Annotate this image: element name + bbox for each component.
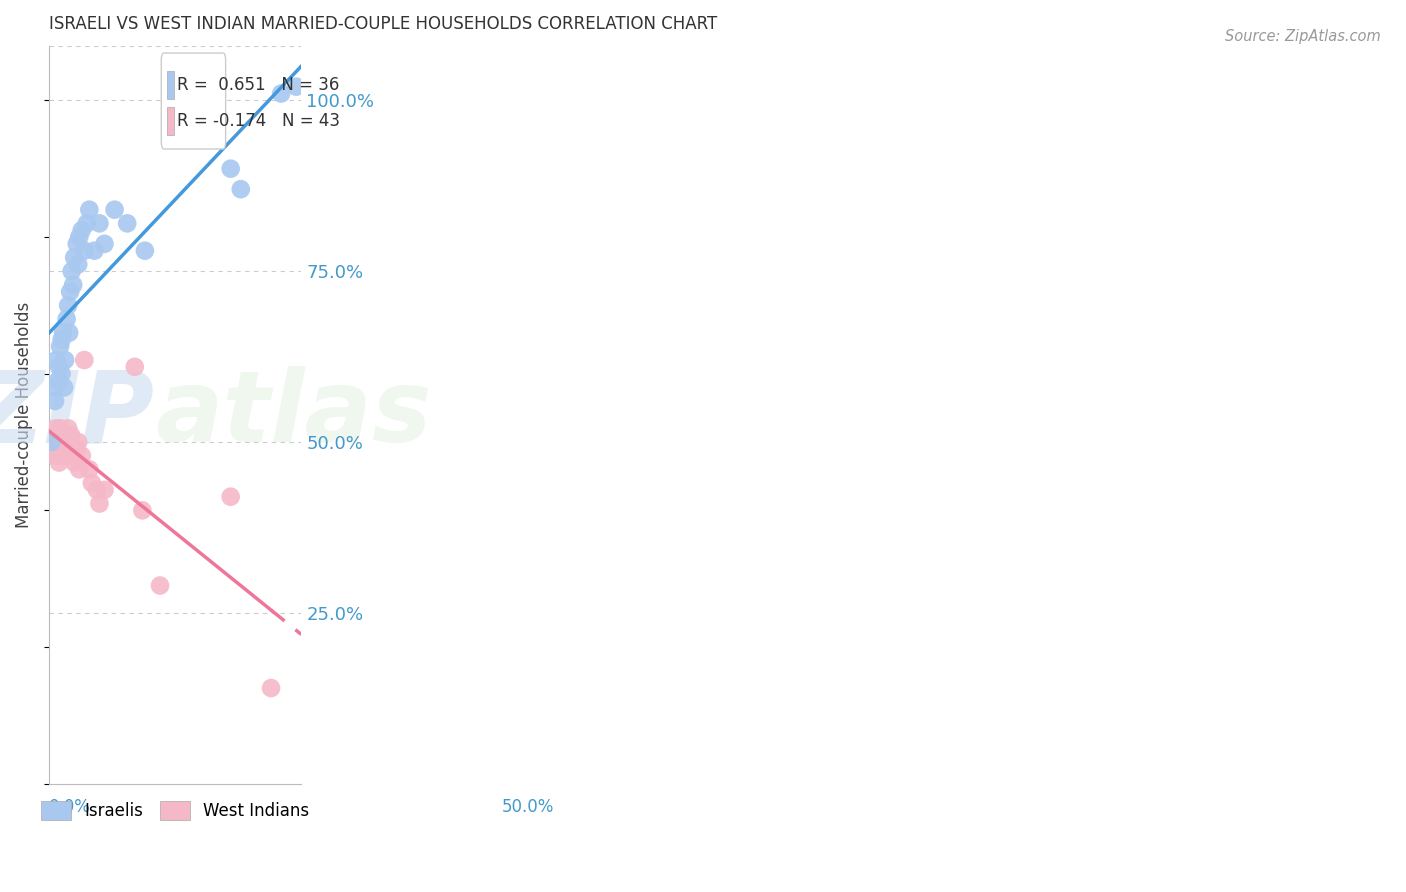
Point (62, 277, 84, 292)
Point (49, 421, 72, 435)
Point (67, 257, 90, 271)
Point (124, 359, 146, 374)
Point (89, 216, 111, 230)
Point (42, 428, 65, 442)
Point (219, 490, 242, 504)
Point (149, 578, 172, 592)
Point (131, 503, 153, 517)
Point (51, 367, 73, 381)
Point (67, 230, 90, 244)
Point (93, 483, 115, 497)
Point (58, 449, 80, 463)
Text: atlas: atlas (155, 367, 432, 463)
Point (58, 326, 80, 340)
Text: 0.0%: 0.0% (49, 798, 91, 816)
Point (51, 428, 73, 442)
Point (44, 394, 66, 409)
Point (42, 442, 65, 456)
Point (83, 244, 105, 258)
Point (53, 380, 76, 394)
Text: 50.0%: 50.0% (502, 798, 554, 816)
Point (59, 285, 82, 299)
Point (70, 449, 93, 463)
FancyBboxPatch shape (167, 70, 174, 99)
Point (115, 216, 138, 230)
Point (76, 216, 98, 230)
Point (79, 202, 101, 217)
Point (62, 449, 84, 463)
Point (42, 380, 65, 394)
Point (49, 435, 72, 450)
Point (56, 421, 79, 435)
Legend: Israelis, West Indians: Israelis, West Indians (34, 795, 316, 827)
Point (66, 442, 89, 456)
Point (45, 421, 67, 435)
Text: Source: ZipAtlas.com: Source: ZipAtlas.com (1225, 29, 1381, 44)
Point (45, 435, 67, 450)
Point (53, 428, 76, 442)
Point (80, 476, 103, 491)
Point (52, 326, 75, 340)
Point (59, 435, 82, 450)
Point (229, 182, 252, 196)
Point (104, 202, 127, 217)
Point (49, 339, 72, 353)
Point (93, 236, 115, 251)
Point (51, 449, 73, 463)
Point (66, 236, 89, 251)
Y-axis label: Married-couple Households: Married-couple Households (15, 301, 32, 528)
Point (56, 428, 79, 442)
Point (48, 359, 70, 374)
Point (134, 244, 156, 258)
Point (52, 442, 75, 456)
Point (41, 435, 63, 450)
Text: R =  0.651   N = 36: R = 0.651 N = 36 (177, 76, 340, 94)
Text: R = -0.174   N = 43: R = -0.174 N = 43 (177, 112, 340, 130)
Point (285, 79, 308, 94)
Point (53, 435, 76, 450)
Point (41, 435, 63, 450)
FancyBboxPatch shape (162, 53, 225, 149)
Point (219, 161, 242, 176)
Point (70, 223, 93, 237)
Point (63, 251, 86, 265)
Point (55, 442, 77, 456)
Point (270, 87, 292, 101)
Point (86, 483, 108, 497)
Text: ZIP: ZIP (0, 367, 155, 463)
Point (46, 374, 69, 388)
Point (46, 442, 69, 456)
Point (46, 428, 69, 442)
Point (53, 353, 76, 368)
Point (73, 244, 96, 258)
Point (260, 681, 283, 695)
Point (73, 353, 96, 368)
Point (60, 264, 83, 278)
Point (67, 435, 90, 450)
Point (60, 428, 83, 442)
Point (55, 312, 77, 326)
Point (46, 449, 69, 463)
Point (49, 442, 72, 456)
Point (79, 462, 101, 476)
Point (60, 442, 83, 456)
Point (55, 449, 77, 463)
FancyBboxPatch shape (167, 107, 174, 135)
Point (44, 449, 66, 463)
Text: ISRAELI VS WEST INDIAN MARRIED-COUPLE HOUSEHOLDS CORRELATION CHART: ISRAELI VS WEST INDIAN MARRIED-COUPLE HO… (49, 15, 717, 33)
Point (51, 333, 73, 347)
Point (48, 456, 70, 470)
Point (45, 353, 67, 368)
Point (67, 462, 90, 476)
Point (63, 456, 86, 470)
Point (89, 497, 111, 511)
Point (56, 298, 79, 312)
